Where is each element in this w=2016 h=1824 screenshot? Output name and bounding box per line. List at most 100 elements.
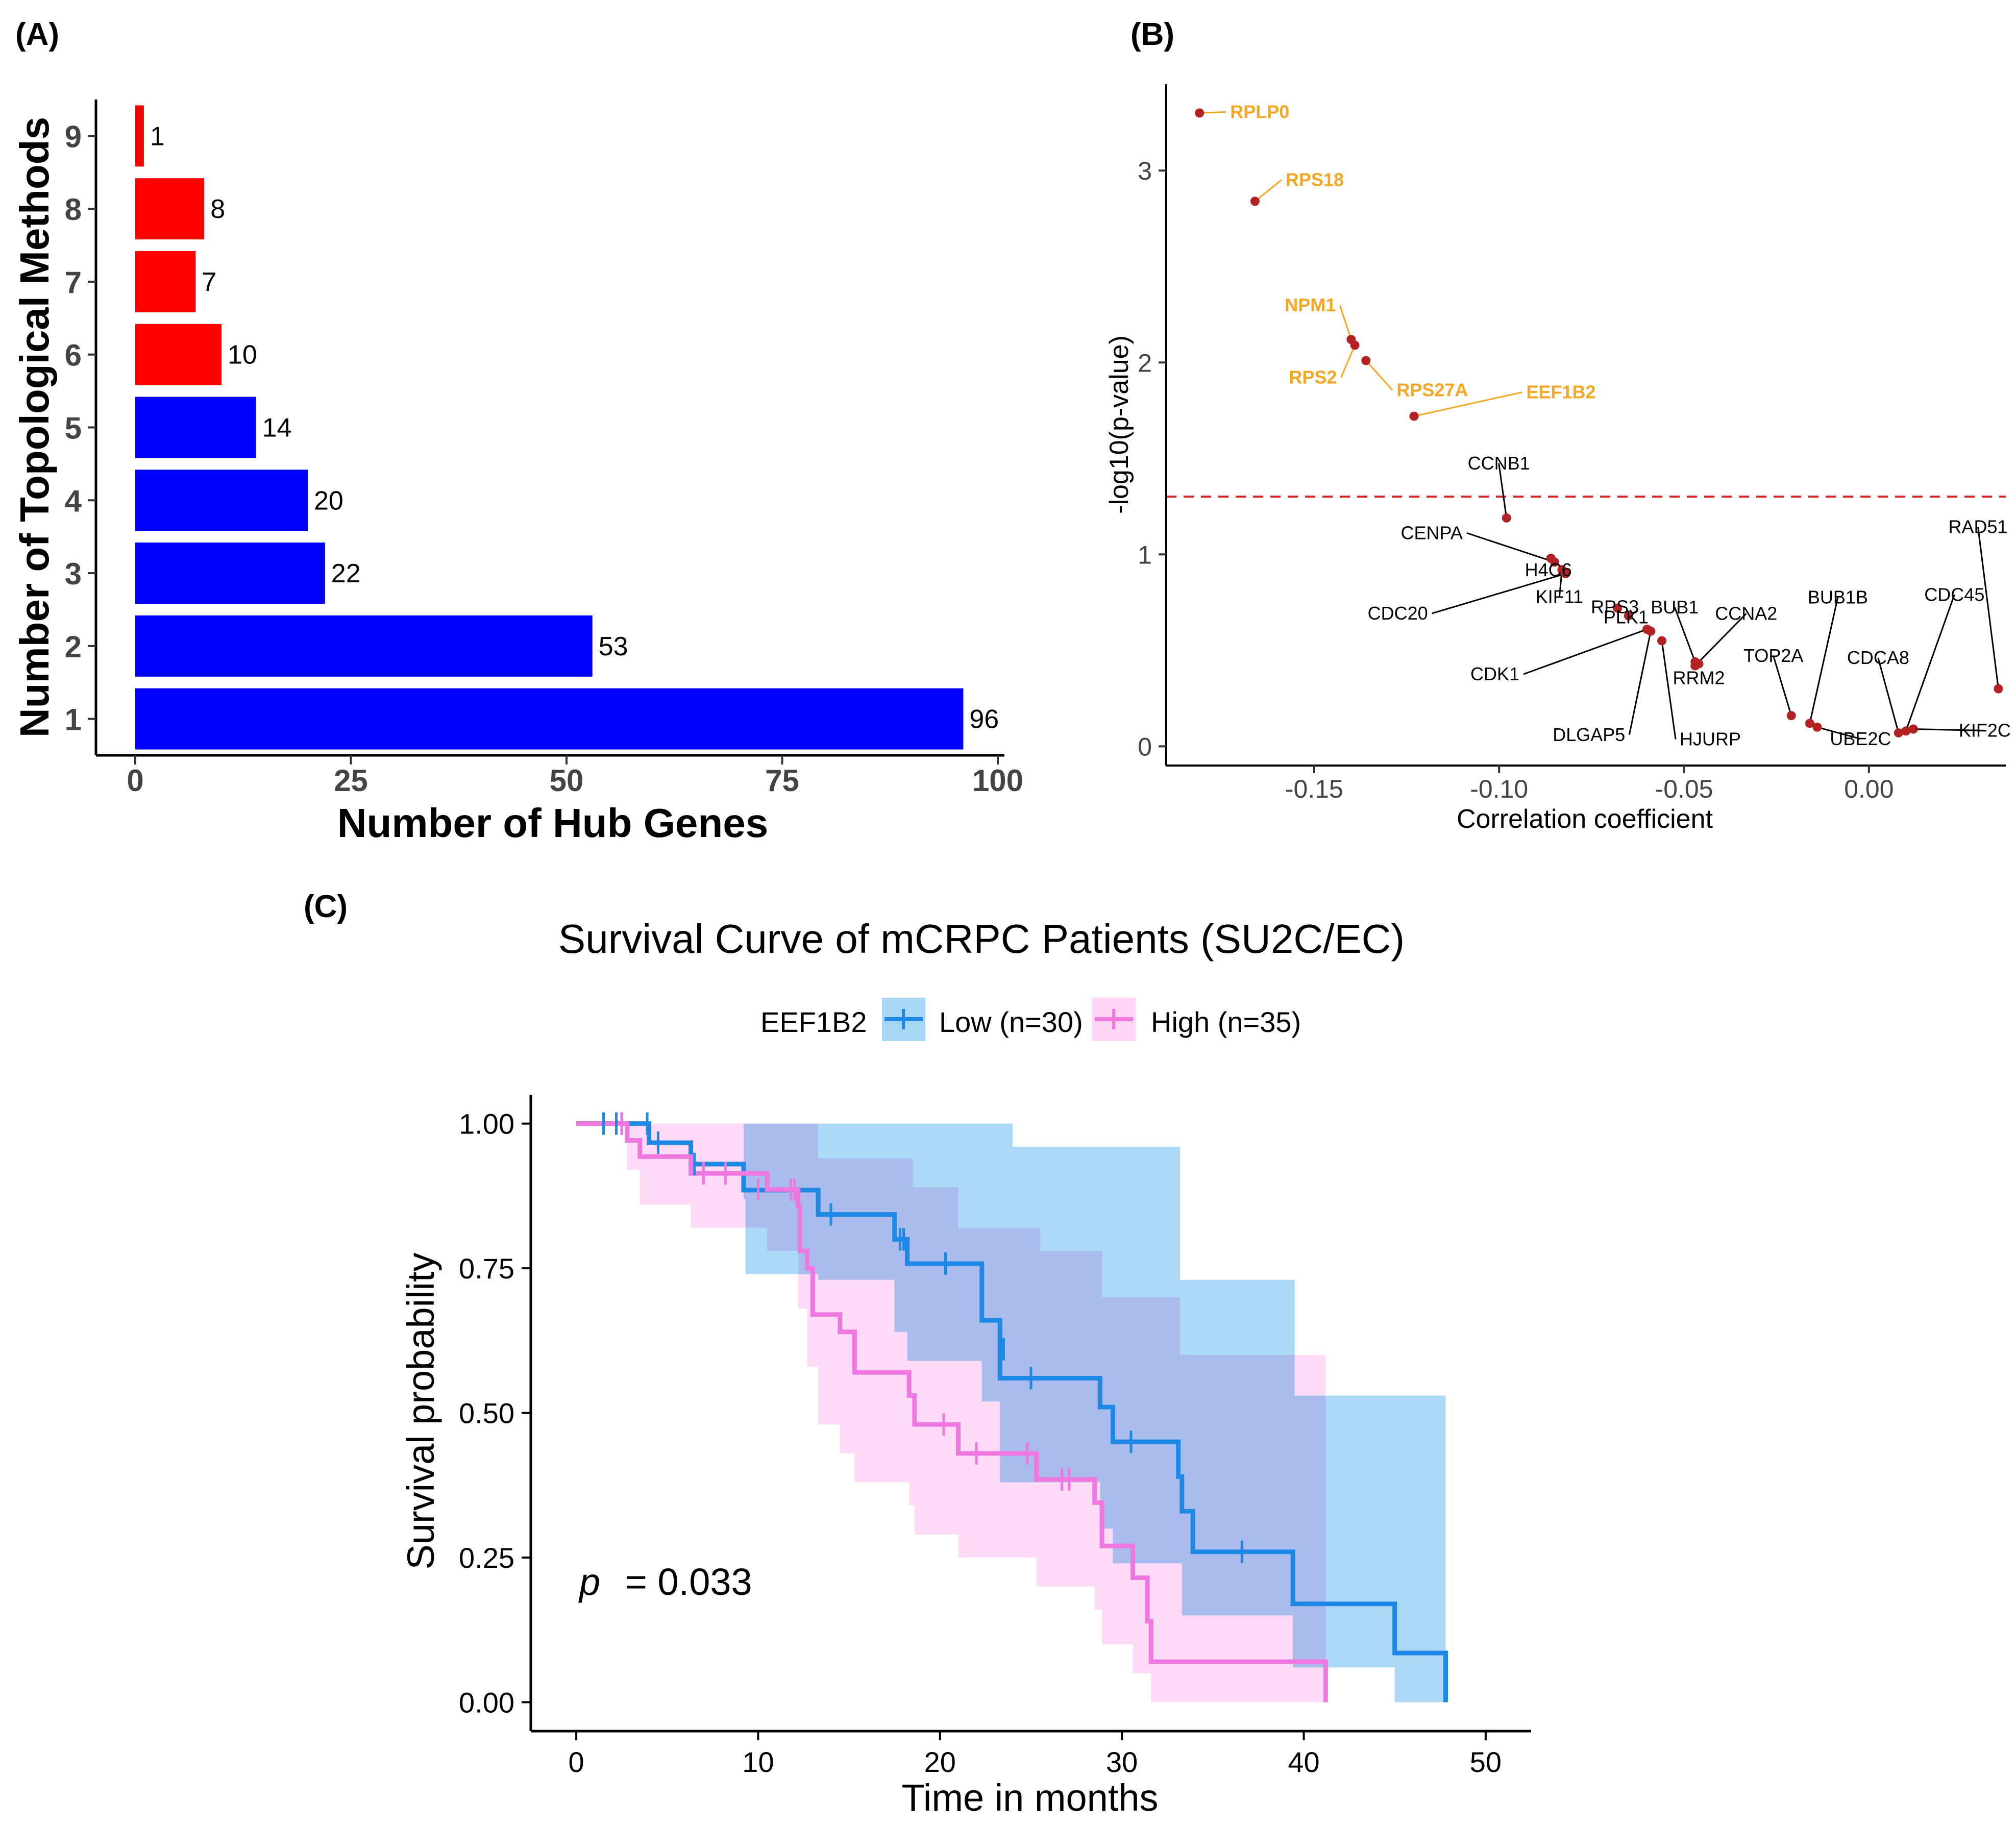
point-label-DLGAP5: DLGAP5 <box>1553 724 1625 745</box>
panel-c-y-axis-title: Survival probability <box>400 1252 442 1569</box>
c-x-tick-label-0: 0 <box>569 1746 584 1778</box>
b-x-tick-label-2: -0.05 <box>1655 775 1713 803</box>
point-label-UBE2C: UBE2C <box>1830 728 1891 749</box>
bar-9 <box>135 105 144 167</box>
c-x-tick-label-20: 20 <box>924 1746 956 1778</box>
leader-line-RPS18 <box>1254 179 1282 202</box>
legend-label-high: High (n=35) <box>1151 1006 1301 1038</box>
point-HJURP <box>1657 636 1667 646</box>
point-CDC20 <box>1561 569 1570 578</box>
legend-label-low: Low (n=30) <box>939 1006 1083 1038</box>
p-symbol: p <box>578 1561 600 1603</box>
leader-line-BUB1 <box>1674 607 1696 662</box>
point-label-TOP2A: TOP2A <box>1743 645 1803 666</box>
leader-line-CENPA <box>1466 532 1555 563</box>
leader-line-NPM1 <box>1339 305 1352 340</box>
leader-line-CDCA8 <box>1877 657 1900 733</box>
point-label-CCNA2: CCNA2 <box>1715 603 1777 624</box>
c-y-tick-label-4: 1.00 <box>459 1108 514 1140</box>
point-label-BUB1: BUB1 <box>1651 597 1699 618</box>
point-RRM2 <box>1694 659 1704 669</box>
point-EEF1B2 <box>1409 411 1419 421</box>
panel-c-label: (C) <box>304 889 348 924</box>
panel-b-y-axis-title: -log10(p-value) <box>1104 335 1134 514</box>
point-label-EEF1B2: EEF1B2 <box>1527 382 1596 403</box>
y-tick-label-3: 3 <box>65 557 82 591</box>
y-tick-label-8: 8 <box>65 192 82 227</box>
y-tick-label-5: 5 <box>65 411 82 446</box>
leader-line-CDC45 <box>1905 594 1955 731</box>
c-y-tick-label-0: 0.00 <box>459 1686 514 1718</box>
point-label-CDCA8: CDCA8 <box>1847 647 1909 668</box>
bar-1 <box>135 688 964 750</box>
point-UBE2C <box>1812 722 1822 732</box>
x-tick-label-25: 25 <box>334 763 368 798</box>
y-tick-label-4: 4 <box>65 484 82 518</box>
y-tick-label-6: 6 <box>65 338 82 373</box>
leader-line-UBE2C <box>1817 726 1861 740</box>
point-label-NPM1: NPM1 <box>1285 294 1336 315</box>
bar-7 <box>135 251 196 312</box>
panel-a-y-axis-title: Number of Topological Methods <box>12 117 57 737</box>
point-label-KIF11: KIF11 <box>1536 586 1583 607</box>
bar-value-label-1: 96 <box>969 705 999 734</box>
point-CENPA <box>1550 557 1559 567</box>
x-tick-label-0: 0 <box>127 763 143 798</box>
point-RPS3 <box>1613 603 1622 613</box>
b-y-tick-label-1: 1 <box>1138 540 1152 569</box>
point-BUB1B <box>1805 719 1814 728</box>
x-tick-label-100: 100 <box>972 763 1023 798</box>
leader-line-DLGAP5 <box>1628 631 1652 735</box>
c-x-tick-label-40: 40 <box>1288 1746 1319 1778</box>
point-label-CCNB1: CCNB1 <box>1468 453 1530 474</box>
leader-line-CCNA2 <box>1694 613 1747 667</box>
point-TOP2A <box>1786 711 1796 721</box>
survival-curve-high <box>576 1121 1328 1703</box>
point-label-RAD51: RAD51 <box>1948 516 2007 537</box>
point-CDC45 <box>1901 726 1911 736</box>
point-RPS18 <box>1250 196 1260 206</box>
point-RPLP0 <box>1195 108 1204 118</box>
point-label-CDC20: CDC20 <box>1368 603 1428 624</box>
bar-value-label-9: 1 <box>150 121 165 151</box>
point-DLGAP5 <box>1646 626 1656 636</box>
leader-line-EEF1B2 <box>1414 391 1522 417</box>
point-CDCA8 <box>1894 728 1903 738</box>
panel-a-label: (A) <box>15 17 59 52</box>
point-label-CDK1: CDK1 <box>1470 663 1519 684</box>
leader-line-CDC20 <box>1432 573 1566 614</box>
bar-8 <box>135 178 205 240</box>
leader-line-CDK1 <box>1523 628 1648 675</box>
leader-line-RAD51 <box>1977 527 1999 689</box>
panel-a-bar-chart: (A) 96 53 22 20 14 10 7 8 1 0 25 50 75 100 1 2 3 4 5 6 7 8 9… <box>12 17 1023 846</box>
point-label-CDC45: CDC45 <box>1924 584 1984 605</box>
point-RPS27A <box>1361 356 1371 365</box>
leader-line-TOP2A <box>1773 655 1792 716</box>
b-x-tick-label-3: 0.00 <box>1844 775 1894 803</box>
bar-5 <box>135 397 256 458</box>
leader-line-HJURP <box>1661 640 1677 740</box>
bar-2 <box>135 615 593 677</box>
legend-title: EEF1B2 <box>760 1006 867 1038</box>
panel-c-survival-curve: (C) Survival Curve of mCRPC Patients (SU… <box>304 889 1531 1819</box>
panel-a-x-axis-title: Number of Hub Genes <box>337 800 769 846</box>
b-y-tick-label-3: 3 <box>1138 157 1152 185</box>
point-label-H4C6: H4C6 <box>1525 559 1572 580</box>
leader-line-RPS27A <box>1365 360 1393 391</box>
c-x-tick-label-50: 50 <box>1470 1746 1502 1778</box>
panel-b-scatter-plot: (B) RPLP0 RPS18 NPM1 RPS2 RPS27A EEF1B2 CCNB1 H… <box>1104 17 2011 834</box>
b-x-tick-label-0: -0.15 <box>1285 775 1343 803</box>
bar-value-label-4: 20 <box>314 486 343 515</box>
bar-4 <box>135 470 308 531</box>
point-PLK1 <box>1624 611 1633 621</box>
leader-line-BUB1B <box>1809 597 1839 724</box>
point-RPS2 <box>1350 340 1360 350</box>
bar-3 <box>135 543 325 604</box>
bar-value-label-6: 10 <box>228 340 257 370</box>
bar-value-label-2: 53 <box>599 632 628 661</box>
x-tick-label-50: 50 <box>550 763 584 798</box>
point-label-HJURP: HJURP <box>1680 729 1741 750</box>
point-label-RPS3: RPS3 <box>1591 597 1639 618</box>
point-RAD51 <box>1994 684 2003 694</box>
